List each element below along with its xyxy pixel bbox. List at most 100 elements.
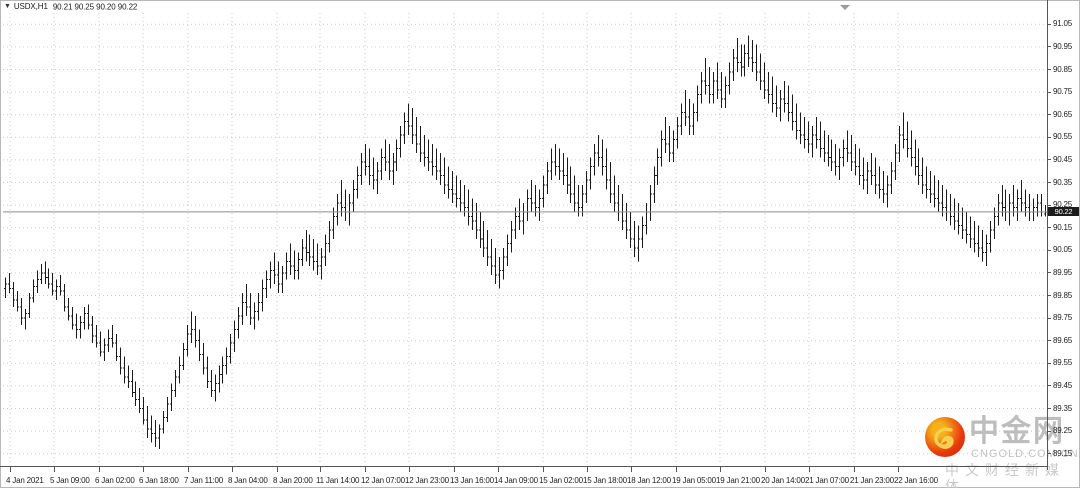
price-tick: 89.85 [1048,291,1072,301]
time-tick-mark [587,467,588,472]
time-tick-mark [320,467,321,472]
ohlc-bar-series [4,35,1047,450]
price-tick-mark [1048,159,1051,161]
price-tick: 90.35 [1048,178,1072,188]
time-tick-label: 6 Jan 02:00 [95,476,135,485]
price-tick: 90.75 [1048,87,1072,97]
price-tick-mark [1048,430,1051,432]
time-tick-label: 5 Jan 09:00 [50,476,90,485]
price-tick-label: 89.95 [1053,267,1073,277]
time-tick-label: 7 Jan 11:00 [184,476,224,485]
price-tick-mark [1048,408,1051,409]
price-tick-mark [1048,453,1051,455]
time-tick-label: 15 Jan 18:00 [583,476,627,485]
time-tick-mark [409,467,410,472]
price-tick-mark [1048,23,1051,25]
price-axis[interactable]: 91.05 90.95 90.85 90.75 90.65 90.55 90.45 90.35… [1047,0,1080,470]
time-tick-label: 11 Jan 14:00 [316,476,360,485]
chart-scroll-marker[interactable] [840,5,850,10]
time-tick-mark [232,467,233,472]
vertical-gridlines [9,13,899,465]
price-tick-label: 89.25 [1053,426,1073,436]
price-tick-mark [1048,340,1051,342]
time-tick-label: 22 Jan 16:00 [894,476,938,485]
time-tick-label: 15 Jan 02:00 [539,476,583,485]
price-tick: 90.15 [1048,223,1072,233]
price-tick: 89.95 [1048,268,1072,278]
price-tick-mark [1048,227,1051,229]
time-tick-mark [10,467,11,472]
price-tick: 90.55 [1048,132,1072,142]
time-tick-mark [277,467,278,472]
price-tick-mark [1048,295,1051,296]
time-tick-label: 19 Jan 21:00 [716,476,760,485]
time-tick-label: 8 Jan 04:00 [228,476,268,485]
price-tick-mark [1048,249,1051,251]
symbol-label: USDX,H1 [13,2,48,12]
time-tick-mark [54,467,55,472]
price-tick-label: 89.85 [1053,290,1073,300]
time-tick-label: 12 Jan 07:00 [361,476,405,485]
price-tick-mark [1048,91,1051,93]
time-tick-label: 4 Jan 2021 [6,476,44,485]
time-tick-mark [543,467,544,472]
time-tick-mark [498,467,499,472]
price-tick-label: 89.65 [1053,335,1073,345]
time-tick-mark [365,467,366,472]
price-tick: 89.55 [1048,358,1072,368]
price-tick: 90.45 [1048,155,1072,165]
price-tick-label: 90.45 [1053,154,1073,164]
price-tick-mark [1048,46,1051,48]
price-tick: 89.15 [1048,449,1072,459]
price-tick-label: 90.55 [1053,132,1073,142]
price-tick: 90.95 [1048,42,1072,52]
time-tick-label: 12 Jan 23:00 [405,476,449,485]
price-tick-label: 90.65 [1053,109,1073,119]
time-tick-label: 20 Jan 14:00 [761,476,805,485]
price-tick-label: 89.75 [1053,313,1073,323]
price-tick-mark [1048,69,1051,70]
price-tick-label: 90.15 [1053,222,1073,232]
price-tick-label: 90.75 [1053,87,1073,97]
time-tick-label: 8 Jan 20:00 [273,476,313,485]
price-tick: 89.35 [1048,404,1072,414]
price-tick: 90.85 [1048,65,1072,75]
price-tick: 90.05 [1048,245,1072,255]
price-tick-mark [1048,362,1051,364]
price-tick: 91.05 [1048,19,1072,29]
price-tick-mark [1048,204,1051,206]
triangle-down-icon[interactable]: ▼ [4,3,11,11]
price-tick-mark [1048,317,1051,319]
time-tick-mark [143,467,144,472]
time-tick-mark [188,467,189,472]
time-tick-mark [99,467,100,472]
chart-header: ▼ USDX,H1 90.21 90.25 90.20 90.22 [4,1,137,12]
time-tick-mark [898,467,899,472]
price-tick-label: 89.45 [1053,380,1073,390]
price-tick-label: 89.55 [1053,358,1073,368]
time-tick-label: 6 Jan 18:00 [139,476,179,485]
price-tick-label: 90.85 [1053,64,1073,74]
time-tick-label: 19 Jan 05:00 [672,476,716,485]
chart-plot-area[interactable] [3,13,1047,465]
price-tick-label: 90.35 [1053,177,1073,187]
time-tick-mark [631,467,632,472]
price-tick: 89.75 [1048,313,1072,323]
time-tick-mark [854,467,855,472]
time-tick-label: 21 Jan 07:00 [805,476,849,485]
time-axis[interactable]: 4 Jan 2021 5 Jan 09:00 6 Jan 02:00 6 Jan 18… [0,466,1047,488]
price-tick-label: 90.95 [1053,41,1073,51]
time-tick-mark [720,467,721,472]
time-tick-mark [765,467,766,472]
ohlc-readout: 90.21 90.25 90.20 90.22 [52,2,138,12]
price-tick-label: 90.25 [1053,200,1073,210]
time-tick-mark [454,467,455,472]
time-tick-label: 13 Jan 16:00 [450,476,494,485]
price-tick-mark [1048,182,1051,183]
price-tick-label: 89.35 [1053,403,1073,413]
price-tick: 89.25 [1048,426,1072,436]
time-tick-mark [809,467,810,472]
price-tick-label: 90.05 [1053,245,1073,255]
price-bars [3,13,1047,465]
